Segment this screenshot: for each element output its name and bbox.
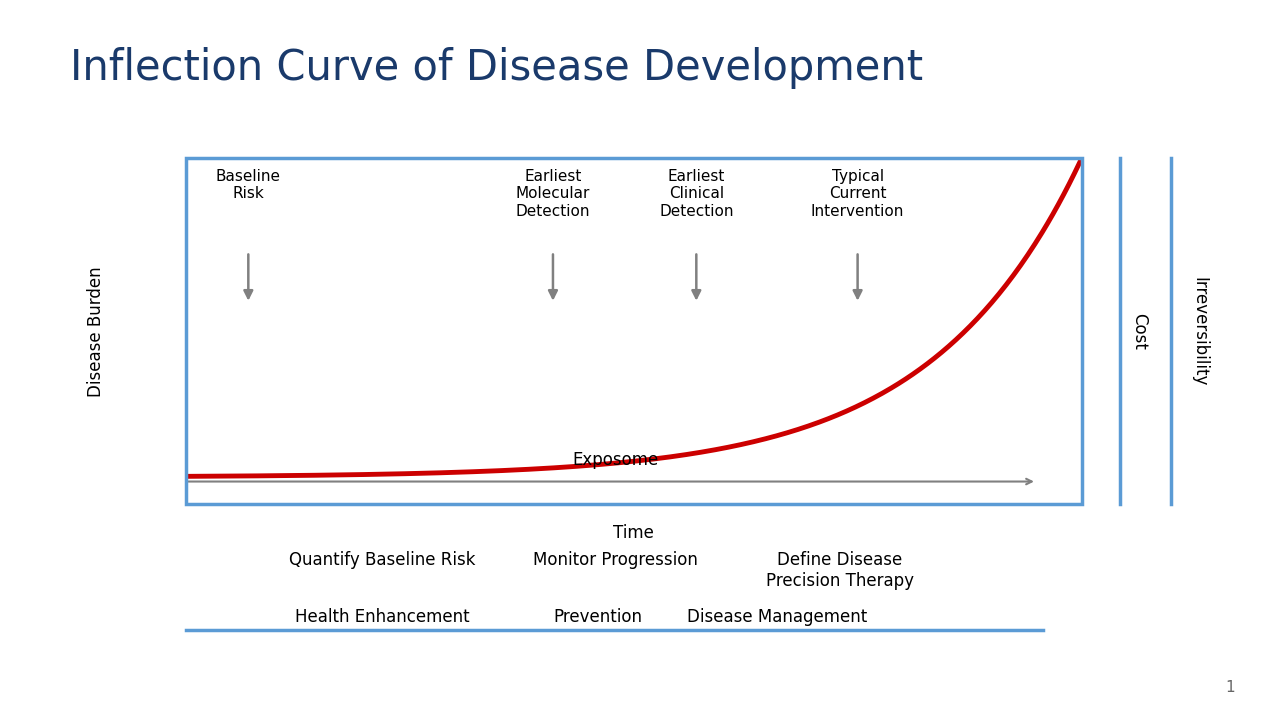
Text: Define Disease
Precision Therapy: Define Disease Precision Therapy bbox=[765, 551, 914, 590]
Text: 1: 1 bbox=[1225, 680, 1235, 695]
Text: Baseline
Risk: Baseline Risk bbox=[216, 168, 280, 201]
Text: Health Enhancement: Health Enhancement bbox=[296, 608, 470, 626]
Text: Typical
Current
Intervention: Typical Current Intervention bbox=[812, 168, 904, 219]
Text: Cost: Cost bbox=[1130, 312, 1148, 350]
Text: Earliest
Molecular
Detection: Earliest Molecular Detection bbox=[516, 168, 590, 219]
Text: Time: Time bbox=[613, 524, 654, 542]
Text: Monitor Progression: Monitor Progression bbox=[534, 551, 698, 569]
Text: Quantify Baseline Risk: Quantify Baseline Risk bbox=[289, 551, 476, 569]
Text: Disease Management: Disease Management bbox=[687, 608, 867, 626]
Text: Exposome: Exposome bbox=[572, 451, 659, 469]
Text: Irreversibility: Irreversibility bbox=[1190, 276, 1208, 386]
Text: Disease Burden: Disease Burden bbox=[87, 266, 105, 397]
Text: Earliest
Clinical
Detection: Earliest Clinical Detection bbox=[659, 168, 733, 219]
Text: Inflection Curve of Disease Development: Inflection Curve of Disease Development bbox=[70, 47, 924, 89]
Text: Prevention: Prevention bbox=[553, 608, 643, 626]
